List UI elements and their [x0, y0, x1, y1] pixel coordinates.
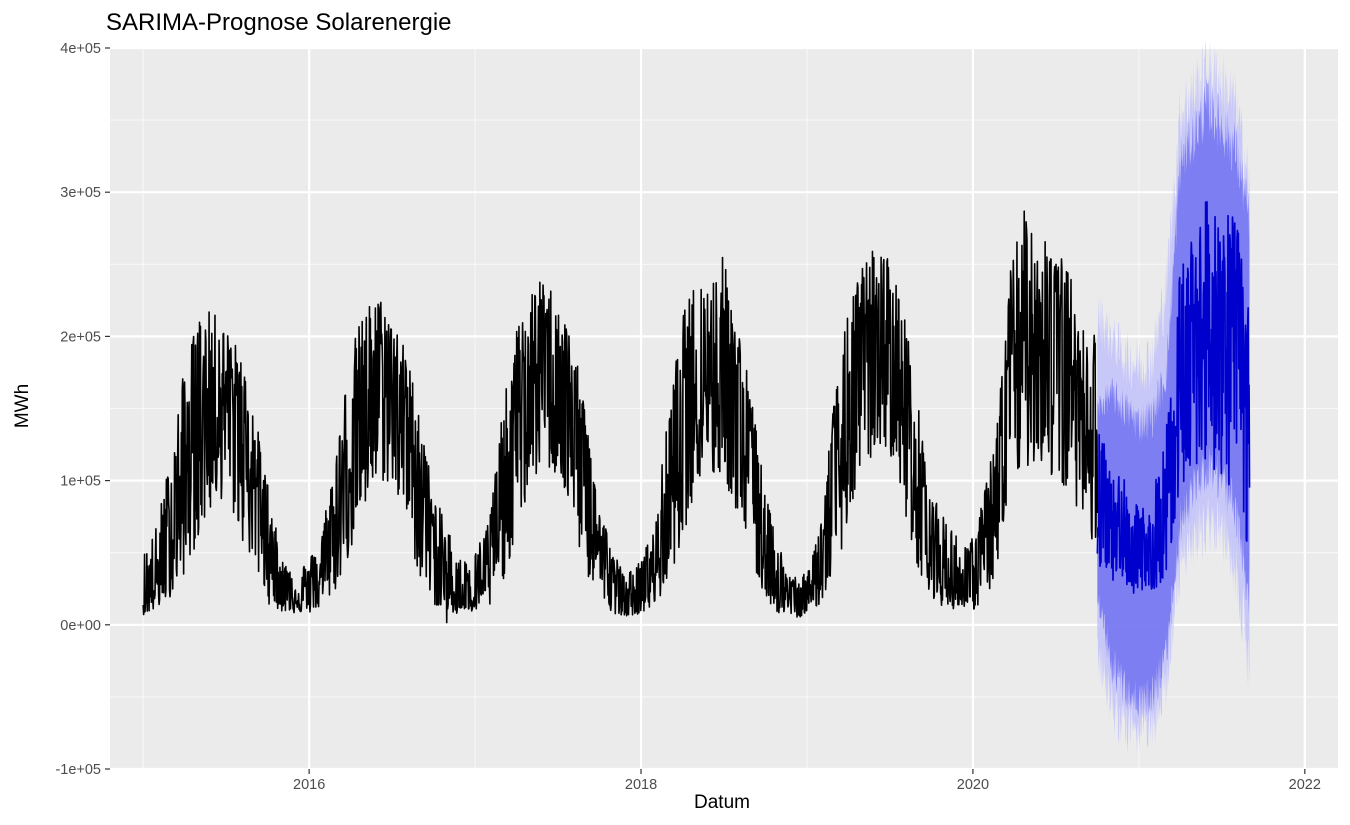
axes: -1e+05 0e+00 1e+05 2e+05 3e+05 4e+05 2016 2018 2… — [55, 41, 1321, 793]
series-lines — [142, 201, 1251, 624]
y-axis-title: MWh — [12, 384, 33, 428]
y-tick-label: 0e+00 — [60, 618, 101, 634]
y-tick-label: 3e+05 — [60, 185, 101, 201]
x-tick-label: 2018 — [625, 777, 657, 793]
chart-title: SARIMA-Prognose Solarenergie — [106, 9, 452, 36]
y-tick-label: 2e+05 — [60, 329, 101, 345]
forecast-line — [1096, 201, 1251, 594]
x-axis-title: Datum — [694, 792, 750, 813]
y-tick-label: 1e+05 — [60, 474, 101, 490]
x-tick-label: 2022 — [1289, 777, 1321, 793]
history-line — [142, 210, 1099, 624]
y-tick-label: -1e+05 — [55, 762, 101, 778]
x-tick-label: 2016 — [293, 777, 325, 793]
y-tick-label: 4e+05 — [60, 41, 101, 57]
x-tick-label: 2020 — [957, 777, 989, 793]
